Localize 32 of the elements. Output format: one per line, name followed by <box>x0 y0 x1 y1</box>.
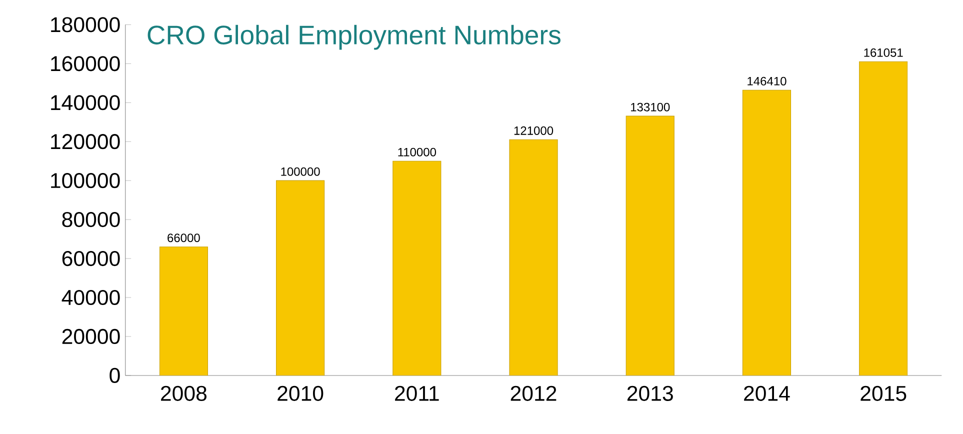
data-label: 110000 <box>398 148 436 156</box>
y-tick-label: 0 <box>110 368 120 383</box>
x-tick-label: 2012 <box>510 386 556 401</box>
y-tick-label: 100000 <box>51 172 120 188</box>
y-tick-label: 180000 <box>51 17 120 32</box>
data-label: 161051 <box>864 48 903 57</box>
x-tick-label: 2013 <box>627 386 673 401</box>
bar <box>509 139 558 376</box>
y-tick-label: 40000 <box>62 290 120 305</box>
data-label: 121000 <box>514 126 554 135</box>
data-label: 100000 <box>281 167 320 176</box>
data-label: 146410 <box>748 76 786 86</box>
chart-title: CRO Global Employment Numbers <box>148 24 560 50</box>
y-tick-label: 120000 <box>51 134 120 150</box>
x-tick-label: 2011 <box>395 386 439 401</box>
x-tick-label: 2015 <box>860 386 906 401</box>
data-label: 66000 <box>168 234 200 242</box>
bar <box>626 116 674 376</box>
bar <box>159 246 208 376</box>
y-tick-label: 20000 <box>62 328 120 344</box>
x-tick-label: 2010 <box>278 386 324 401</box>
y-tick-label: 160000 <box>51 56 120 72</box>
y-tick-label: 60000 <box>62 250 120 266</box>
y-tick-label: 140000 <box>51 95 120 110</box>
bar <box>392 160 442 376</box>
bar <box>859 61 908 376</box>
y-tick-label: 80000 <box>62 212 120 228</box>
data-label: 133100 <box>631 102 670 112</box>
bar <box>276 180 325 376</box>
bar <box>742 90 792 376</box>
x-tick-label: 2008 <box>161 386 206 401</box>
x-tick-label: 2014 <box>744 386 790 401</box>
